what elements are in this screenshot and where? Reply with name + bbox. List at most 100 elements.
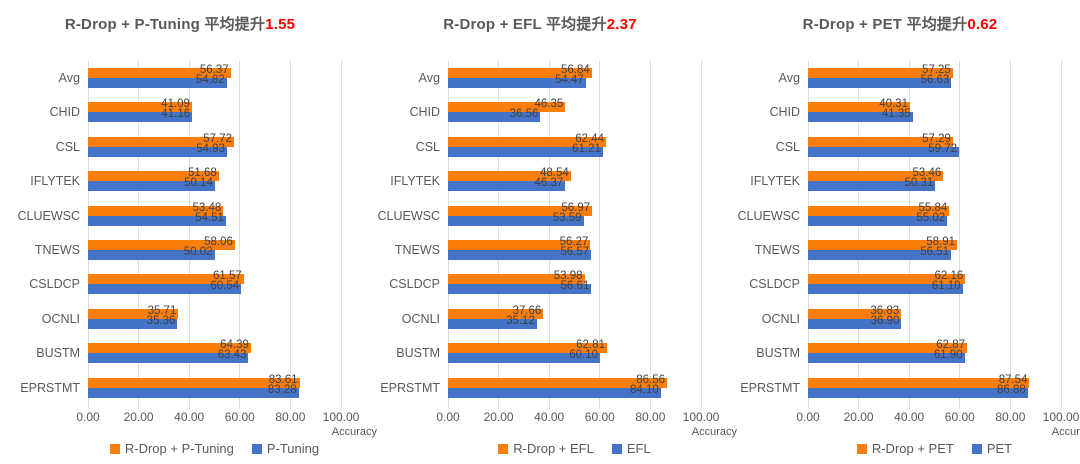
category-label: CSLDCP xyxy=(389,277,440,292)
gridline xyxy=(649,61,651,409)
bar-value-label: 56.63 xyxy=(920,74,950,86)
bar-series1 xyxy=(88,240,235,250)
category-label: CSL xyxy=(775,139,800,154)
bar-series1 xyxy=(448,171,571,182)
plot-area: 56.37 54.82 41.09 41.16 57.72 54.93 51.68 50.14… xyxy=(87,61,342,409)
chart-panel-efl: R-Drop + EFL 平均提升2.37 56.84 54.47 46.35 36.5… xyxy=(360,0,737,464)
bar-series1 xyxy=(808,240,958,250)
x-axis-tick: 20.00 xyxy=(843,410,874,424)
x-axis-tick: 20.00 xyxy=(483,410,514,424)
legend-swatch xyxy=(856,443,867,454)
bar-series2 xyxy=(808,78,952,88)
gridline xyxy=(807,61,809,409)
category-label: BUSTM xyxy=(756,346,800,361)
bar-series1 xyxy=(808,274,966,285)
bar-value-label: 46.37 xyxy=(534,177,564,190)
bar-value-label: 48.54 xyxy=(540,167,569,180)
bar-series2 xyxy=(88,284,242,295)
legend-swatch xyxy=(971,443,982,454)
x-axis-tick: 60.00 xyxy=(224,410,255,424)
gridline xyxy=(498,61,500,409)
bar-series2 xyxy=(448,318,537,329)
bar-series2 xyxy=(808,284,963,295)
plot-area: 57.25 56.63 40.31 41.35 57.29 59.72 53.46 50.31… xyxy=(807,61,1062,409)
bar-value-label: 53.98 xyxy=(553,270,583,283)
bar-series1 xyxy=(88,343,251,354)
legend-item: R-Drop + PET xyxy=(856,441,954,456)
bar-value-label: 56.51 xyxy=(920,246,949,258)
category-label: OCNLI xyxy=(41,311,80,326)
bar-value-label: 58.91 xyxy=(926,236,956,248)
bar-value-label: 37.66 xyxy=(512,304,542,317)
category-label: IFLYTEK xyxy=(390,174,440,189)
legend-label: R-Drop + P-Tuning xyxy=(124,441,234,456)
bar-value-label: 54.82 xyxy=(195,74,225,86)
bar-series1 xyxy=(88,274,244,285)
chart-title-text: R-Drop + P-Tuning 平均提升 xyxy=(64,16,266,33)
bar-value-label: 60.10 xyxy=(569,349,599,362)
bar-series1 xyxy=(88,102,192,113)
plot-area: 56.84 54.47 46.35 36.56 62.44 61.21 48.54 46.37… xyxy=(447,61,702,409)
gridline xyxy=(340,61,342,409)
gridline xyxy=(138,61,140,409)
bar-value-label: 50.02 xyxy=(183,246,213,258)
bar-series1 xyxy=(448,343,607,354)
bar-value-label: 35.71 xyxy=(147,304,177,317)
bar-series2 xyxy=(88,112,193,123)
bar-value-label: 63.43 xyxy=(217,349,247,362)
category-label: CLUEWSC xyxy=(377,208,440,223)
gridline xyxy=(289,61,291,409)
category-label: Avg xyxy=(778,71,800,85)
x-axis-tick: 0.00 xyxy=(436,410,460,424)
category-label: IFLYTEK xyxy=(750,174,800,189)
bar-value-label: 62.81 xyxy=(576,339,605,352)
x-axis-tick: 60.00 xyxy=(584,410,615,424)
bar-value-label: 60.54 xyxy=(210,280,240,293)
x-axis-tick: 100.00 xyxy=(682,410,720,424)
legend-item: EFL xyxy=(611,441,651,456)
bar-value-label: 53.59 xyxy=(552,211,582,224)
gridline xyxy=(1060,61,1062,409)
gridline xyxy=(447,61,449,409)
bar-series2 xyxy=(88,181,215,192)
bar-series2 xyxy=(448,250,592,260)
bar-series2 xyxy=(88,318,178,329)
x-axis-tick: 0.00 xyxy=(76,410,100,424)
bar-value-label: 35.36 xyxy=(146,314,176,327)
bar-value-label: 61.10 xyxy=(931,280,961,293)
bar-series2 xyxy=(808,112,913,123)
x-axis-tick: 80.00 xyxy=(275,410,306,424)
bar-series1 xyxy=(448,240,591,250)
bar-series1 xyxy=(808,136,953,147)
legend: R-Drop + PET PET xyxy=(798,441,1071,456)
bar-series1 xyxy=(88,68,231,78)
bar-series2 xyxy=(88,78,227,88)
bar-series2 xyxy=(448,181,566,192)
bar-series2 xyxy=(808,353,965,364)
bar-value-label: 56.61 xyxy=(560,280,590,293)
bar-value-label: 56.84 xyxy=(561,64,590,76)
gridline xyxy=(959,61,961,409)
bar-series2 xyxy=(88,215,226,226)
bar-value-label: 64.39 xyxy=(220,339,249,352)
x-axis-tick: 40.00 xyxy=(894,410,925,424)
bar-series1 xyxy=(448,377,667,388)
category-label: CHID xyxy=(409,105,440,120)
bar-series1 xyxy=(808,171,944,182)
bar-value-label: 55.02 xyxy=(916,211,946,224)
legend-swatch xyxy=(251,443,262,454)
category-label: OCNLI xyxy=(761,311,800,326)
bar-series1 xyxy=(88,377,300,388)
bar-series1 xyxy=(448,308,544,319)
category-label: BUSTM xyxy=(396,346,440,361)
bar-value-label: 62.87 xyxy=(936,339,966,352)
bar-value-label: 57.29 xyxy=(922,132,951,145)
axis-unit-label: Accuracy xyxy=(691,426,737,438)
bar-series1 xyxy=(88,308,179,319)
chart-panel-pet: R-Drop + PET 平均提升0.62 57.25 56.63 40.31 41.3… xyxy=(720,0,1080,464)
bar-series2 xyxy=(448,353,601,364)
bar-series1 xyxy=(808,205,950,216)
bar-value-label: 58.06 xyxy=(204,236,233,248)
bar-value-label: 36.90 xyxy=(870,314,900,327)
